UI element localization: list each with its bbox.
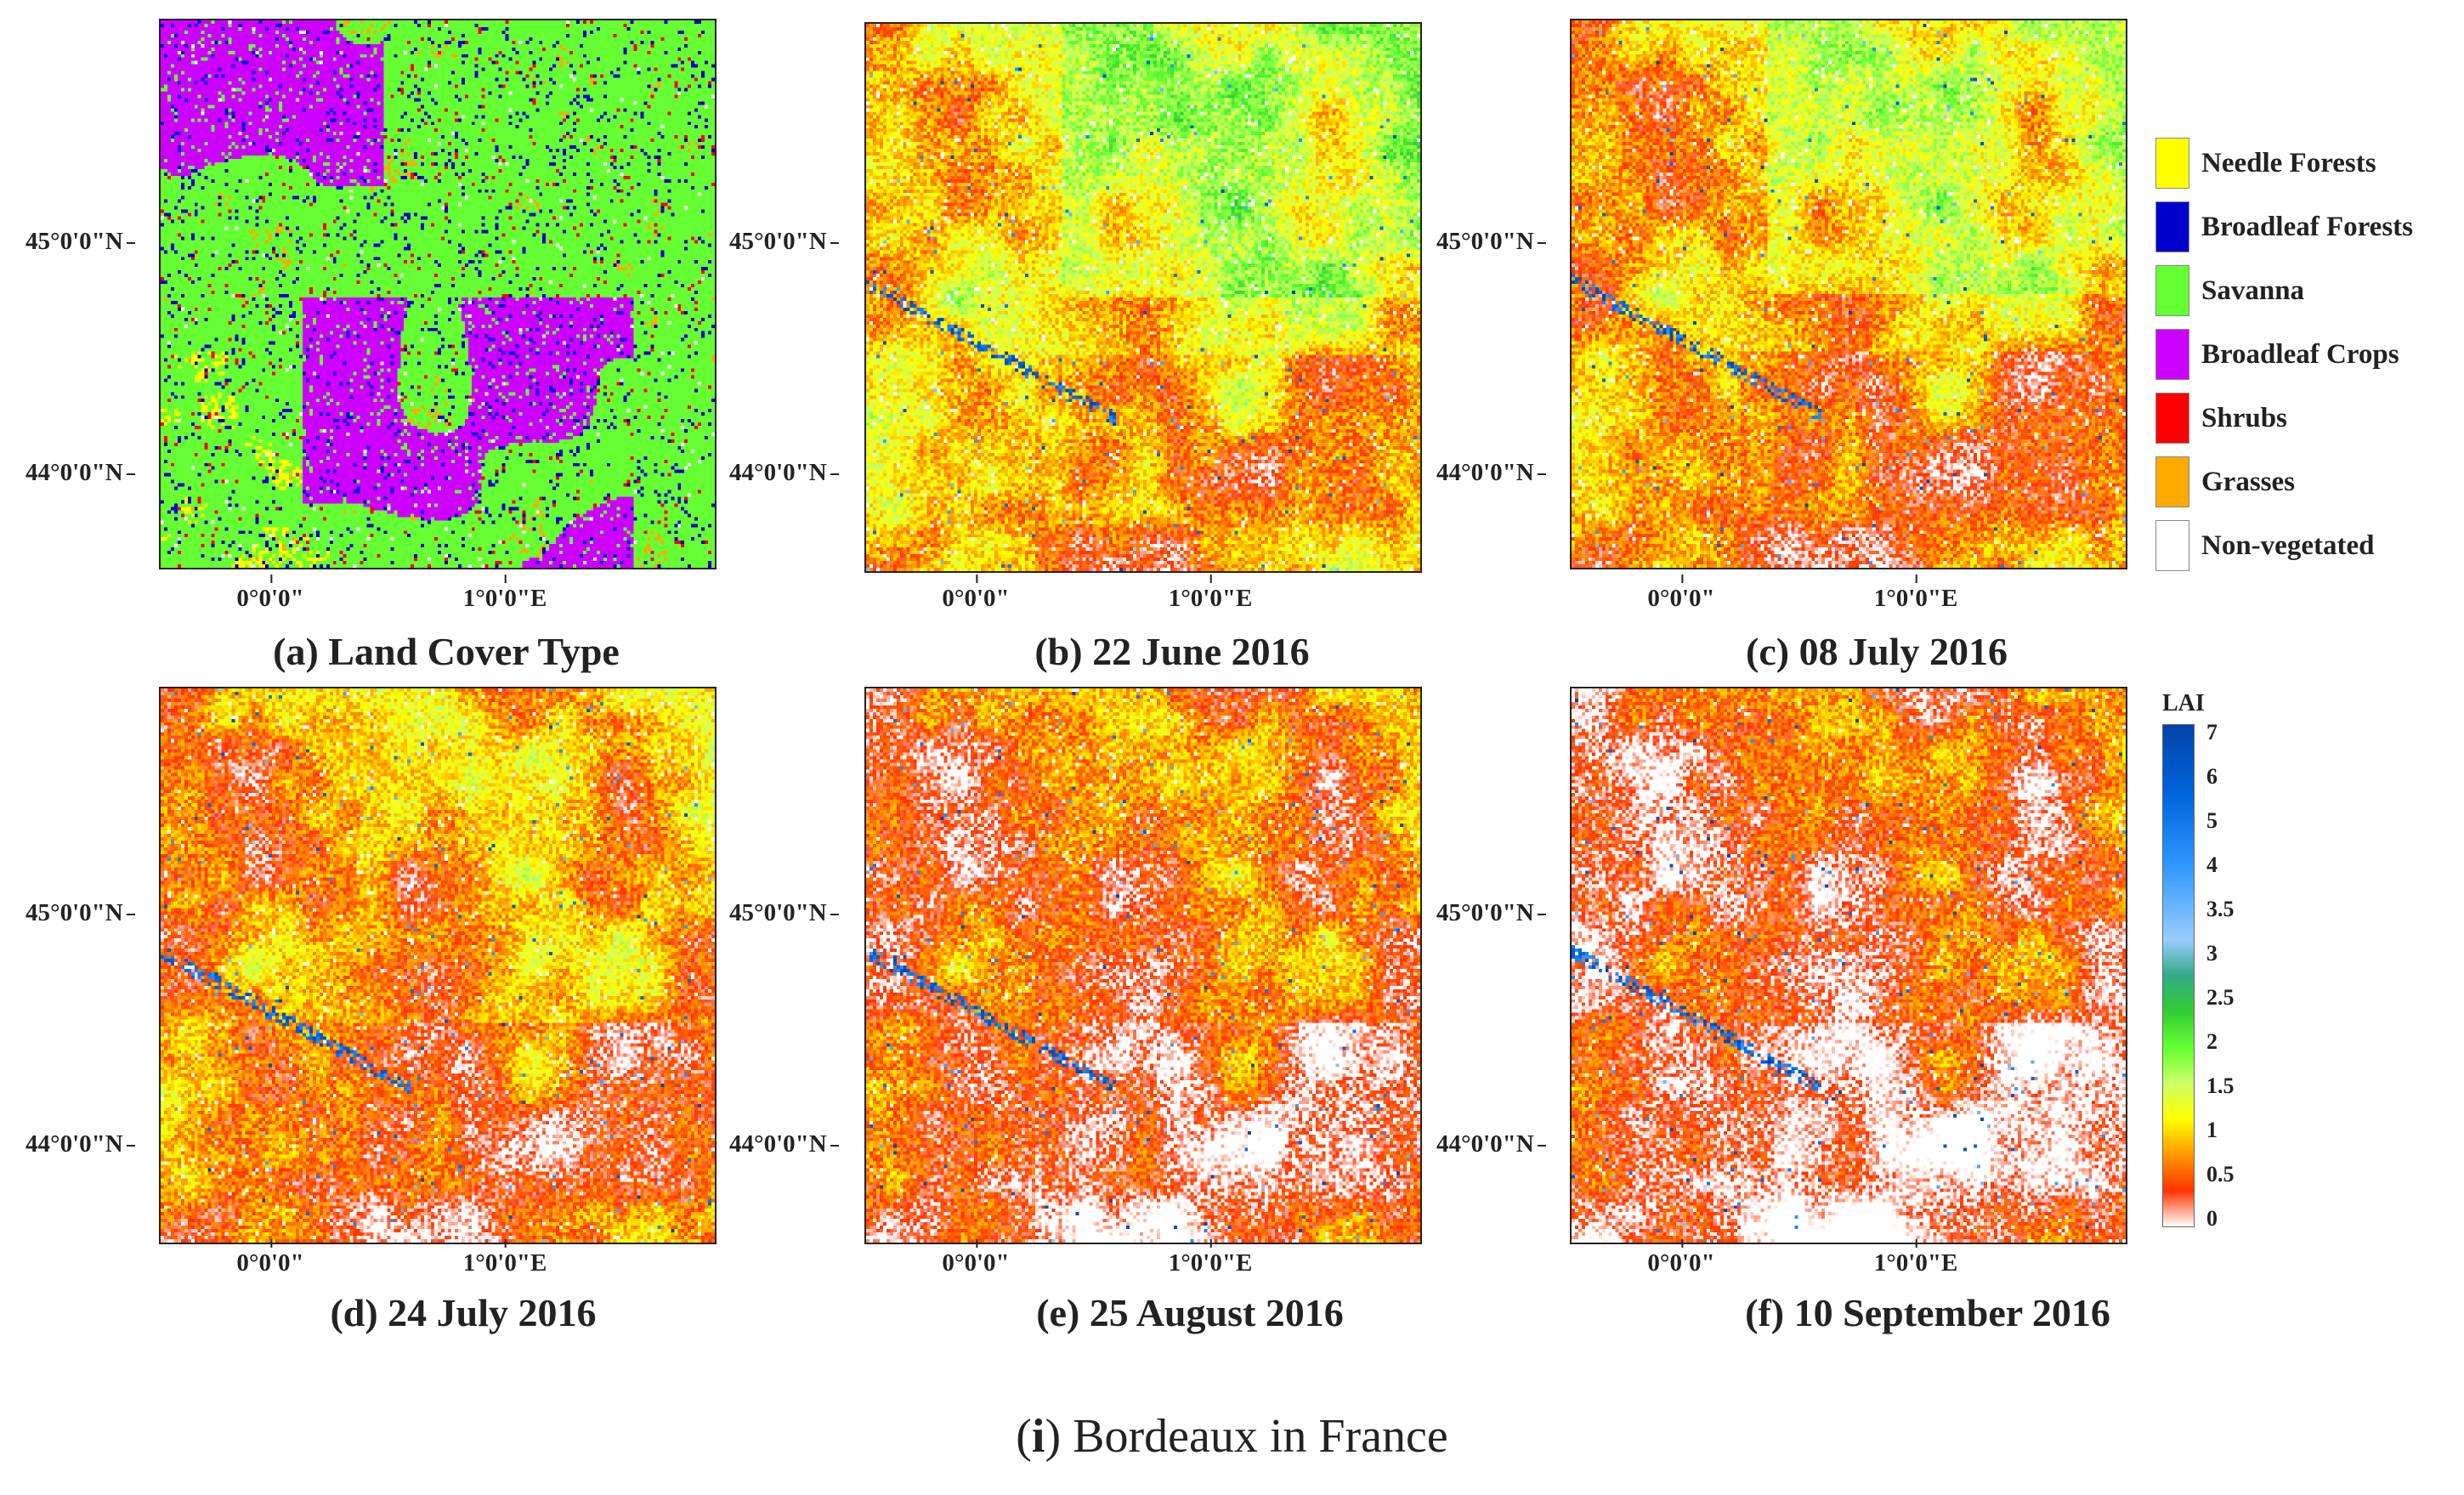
legend-swatch — [2155, 329, 2189, 380]
map-c-raster — [1572, 20, 2126, 568]
colorbar-title: LAI — [2162, 690, 2205, 716]
lon-label-right: 1°0'0"E — [1873, 1239, 1958, 1277]
legend-label: Shrubs — [2201, 402, 2287, 433]
caption-a: (a) Land Cover Type — [273, 630, 620, 673]
colorbar-gradient — [2162, 724, 2195, 1227]
lat-label-lower: 44°0'0"N — [1436, 1130, 1546, 1158]
lat-label-upper: 45°0'0"N — [1436, 899, 1546, 926]
colorbar-tick: 0.5 — [2206, 1162, 2235, 1186]
legend-label: Broadleaf Crops — [2201, 338, 2399, 370]
lat-label-upper: 45°0'0"N — [729, 228, 839, 255]
legend-swatch — [2155, 520, 2189, 571]
colorbar-tick: 6 — [2206, 764, 2218, 789]
lat-label-upper: 45°0'0"N — [25, 228, 135, 255]
legend-item-broadleaf-forests: Broadleaf Forests — [2155, 201, 2413, 252]
legend-item-shrubs: Shrubs — [2155, 393, 2287, 444]
lon-label-left: 0°0'0" — [236, 1239, 304, 1277]
colorbar-tick: 2.5 — [2206, 985, 2235, 1010]
lon-label-right: 1°0'0"E — [462, 575, 547, 612]
lat-label-lower: 44°0'0"N — [729, 1130, 839, 1158]
caption-c: (c) 08 July 2016 — [1746, 630, 2008, 673]
legend-label: Savanna — [2201, 275, 2305, 306]
map-d-lai — [159, 687, 717, 1244]
lon-label-left: 0°0'0" — [236, 575, 304, 612]
legend-item-savanna: Savanna — [2155, 265, 2304, 316]
colorbar-tick: 1.5 — [2206, 1073, 2235, 1098]
colorbar-tick: 4 — [2206, 852, 2218, 877]
lat-label-lower: 44°0'0"N — [25, 459, 135, 486]
colorbar-tick: 0 — [2206, 1206, 2218, 1231]
map-e-raster — [866, 688, 1420, 1243]
caption-d: (d) 24 July 2016 — [330, 1291, 597, 1334]
map-a-land-cover — [159, 19, 717, 569]
colorbar-tick: 2 — [2206, 1029, 2218, 1054]
figure-title-letter: i — [1031, 1410, 1045, 1463]
caption-b: (b) 22 June 2016 — [1034, 630, 1310, 673]
colorbar-tick: 7 — [2206, 720, 2218, 745]
map-b-raster — [866, 24, 1420, 571]
legend-item-broadleaf-crops: Broadleaf Crops — [2155, 329, 2399, 380]
lat-label-upper: 45°0'0"N — [25, 899, 135, 926]
legend-swatch — [2155, 265, 2189, 316]
lat-label-lower: 44°0'0"N — [729, 459, 839, 486]
legend-label: Grasses — [2201, 466, 2295, 497]
lat-label-lower: 44°0'0"N — [1436, 459, 1546, 486]
figure-title: (i) Bordeaux in France — [1016, 1409, 1448, 1464]
map-c-lai — [1570, 19, 2127, 569]
figure-title-prefix: ( — [1016, 1410, 1032, 1463]
legend-swatch — [2155, 456, 2189, 507]
colorbar-tick: 3 — [2206, 941, 2218, 966]
caption-e: (e) 25 August 2016 — [1036, 1291, 1344, 1334]
map-d-raster — [161, 688, 715, 1243]
legend-swatch — [2155, 201, 2189, 252]
lon-label-left: 0°0'0" — [942, 575, 1010, 612]
legend-label: Needle Forests — [2201, 147, 2376, 178]
legend-item-grasses: Grasses — [2155, 456, 2295, 507]
map-a-raster — [161, 20, 715, 568]
legend-swatch — [2155, 393, 2189, 444]
lat-label-lower: 44°0'0"N — [25, 1130, 135, 1158]
legend-item-non-vegetated: Non-vegetated — [2155, 520, 2374, 571]
lon-label-right: 1°0'0"E — [1168, 1239, 1253, 1277]
lon-label-right: 1°0'0"E — [1873, 575, 1958, 612]
lat-label-upper: 45°0'0"N — [1436, 228, 1546, 255]
lon-label-left: 0°0'0" — [942, 1239, 1010, 1277]
lon-label-right: 1°0'0"E — [1168, 575, 1253, 612]
colorbar-tick: 1 — [2206, 1118, 2218, 1142]
figure-title-suffix: ) Bordeaux in France — [1045, 1410, 1448, 1463]
map-f-raster — [1572, 688, 2126, 1243]
map-f-lai — [1570, 687, 2127, 1244]
legend-swatch — [2155, 138, 2189, 189]
map-e-lai — [864, 687, 1422, 1244]
legend-label: Broadleaf Forests — [2201, 211, 2413, 242]
lon-label-left: 0°0'0" — [1647, 1239, 1715, 1277]
colorbar-tick: 5 — [2206, 808, 2218, 833]
lon-label-left: 0°0'0" — [1647, 575, 1715, 612]
caption-f: (f) 10 September 2016 — [1745, 1291, 2110, 1334]
legend-label: Non-vegetated — [2201, 529, 2375, 561]
legend-item-needle-forests: Needle Forests — [2155, 138, 2376, 189]
lat-label-upper: 45°0'0"N — [729, 899, 839, 926]
map-b-lai — [864, 22, 1422, 573]
colorbar-tick: 3.5 — [2206, 897, 2235, 921]
lon-label-right: 1°0'0"E — [462, 1239, 547, 1277]
